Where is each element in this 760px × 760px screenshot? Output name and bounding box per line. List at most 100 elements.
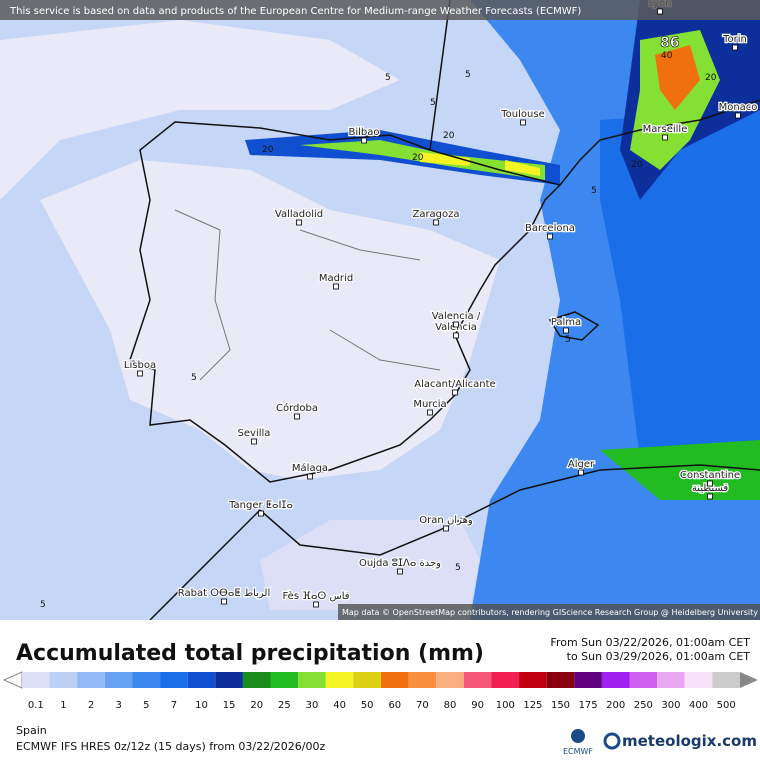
contour-label: 40 [661, 51, 673, 61]
city-label: Murcia [413, 399, 446, 410]
legend-swatch [574, 672, 602, 688]
legend-label: 30 [306, 700, 319, 711]
city-label: Málaga [292, 462, 328, 474]
legend-label: 175 [579, 700, 598, 711]
legend-label: 300 [661, 700, 680, 711]
contour-label: 20 [262, 145, 274, 155]
contour-label: 20 [631, 160, 643, 170]
city-marker [657, 8, 663, 15]
city-marker [453, 321, 459, 328]
dry-atlantic [0, 20, 400, 200]
city-label: Alacant/Alicante [414, 379, 495, 390]
contour-label: 20 [412, 153, 424, 163]
city-marker [427, 409, 433, 416]
legend-swatch [519, 672, 547, 688]
city-marker [662, 134, 668, 141]
legend-swatch [270, 672, 299, 688]
legend-swatch [215, 672, 243, 688]
legend-swatch [353, 672, 381, 688]
legend-arrow-right [740, 672, 758, 688]
legend-swatch [629, 672, 658, 688]
legend-label: 250 [634, 700, 653, 711]
contour-label: 5 [430, 98, 436, 108]
city-label: Bilbao [348, 127, 379, 138]
legend-swatch [408, 672, 437, 688]
legend-label: 70 [416, 700, 429, 711]
city-marker [361, 137, 367, 144]
legend-swatch [242, 672, 271, 688]
city-label: Barcelona [525, 223, 575, 234]
city-label: Lisboa [124, 360, 156, 371]
legend-label: 200 [606, 700, 625, 711]
legend-label: 2 [88, 700, 94, 711]
legend-label: 400 [689, 700, 708, 711]
city-marker [296, 219, 302, 226]
city-marker [294, 413, 300, 420]
city-label: Valladolid [275, 209, 323, 220]
legend-label: 5 [143, 700, 149, 711]
legend-label: 3 [115, 700, 121, 711]
footer: Accumulated total precipitation (mm) Fro… [2, 636, 758, 756]
city-marker [547, 233, 553, 240]
city-label: Torin [722, 34, 747, 45]
contour-label: 20 [705, 73, 717, 83]
period-from: From Sun 03/22/2026, 01:00am CET [550, 636, 750, 649]
notice: This service is based on data and produc… [9, 6, 581, 17]
city-marker [137, 370, 143, 377]
legend-swatch [684, 672, 713, 688]
model: ECMWF IFS HRES 0z/12z (15 days) from 03/… [16, 740, 326, 753]
city-marker [397, 568, 403, 575]
coastline-africa [149, 464, 760, 620]
city-label: Sevilla [238, 428, 271, 439]
coastline-iberia [129, 121, 562, 483]
legend-label: 10 [195, 700, 208, 711]
city-marker [735, 112, 741, 119]
coastline-france [429, 0, 760, 186]
legend-swatch [546, 672, 575, 688]
city-marker [452, 389, 458, 396]
contour-label: 5 [40, 600, 46, 610]
legend-label: 1 [60, 700, 66, 711]
legend-swatch [436, 672, 464, 688]
city-label: Córdoba [276, 402, 318, 414]
legend-swatch [22, 672, 50, 688]
period-to: to Sun 03/29/2026, 01:00am CET [567, 650, 751, 663]
contour-label: 5 [455, 563, 461, 573]
legend-label: 40 [333, 700, 346, 711]
legend-label: 0.1 [28, 700, 44, 711]
city-marker [221, 598, 227, 605]
city-label: Oran وهران [419, 515, 473, 526]
title: Accumulated total precipitation (mm) [16, 641, 484, 666]
legend-swatch [160, 672, 188, 688]
city-label: Marseille [643, 124, 688, 135]
precip-pyrenees-peak [420, 152, 540, 176]
city-label: Zaragoza [412, 209, 459, 220]
legend-swatch [104, 672, 133, 688]
city-label: Palma [551, 317, 581, 328]
map: LyonTorinMonacoMarseilleToulouseBilbaoVa… [0, 0, 760, 620]
precip-alps-peak [655, 45, 700, 110]
city-label: Tanger ⵟⴰⵏⵊⴰ [228, 500, 293, 511]
legend-label: 25 [278, 700, 291, 711]
city-marker [251, 438, 257, 445]
city-marker [313, 601, 319, 608]
city-marker [578, 469, 584, 476]
contour-label: 5 [591, 186, 597, 196]
dry-iberia [40, 160, 500, 480]
coastline-mallorca [548, 311, 600, 341]
ecmwf-icon [571, 729, 585, 743]
legend-swatch [77, 672, 105, 688]
legend-label: 150 [551, 700, 570, 711]
legend-label: 90 [471, 700, 484, 711]
city-label: Fès ⴼⴰⵙ فاس [282, 590, 349, 602]
city-marker [707, 480, 713, 487]
city-label: Alger [568, 459, 595, 470]
city-label: Constantine [680, 470, 740, 481]
city-marker [453, 332, 459, 339]
legend-label: 50 [361, 700, 374, 711]
city-label: Monaco [719, 102, 758, 113]
legend-label: 7 [171, 700, 177, 711]
contour-label: 5 [465, 70, 471, 80]
legend-swatch [49, 672, 78, 688]
legend-swatch [491, 672, 520, 688]
